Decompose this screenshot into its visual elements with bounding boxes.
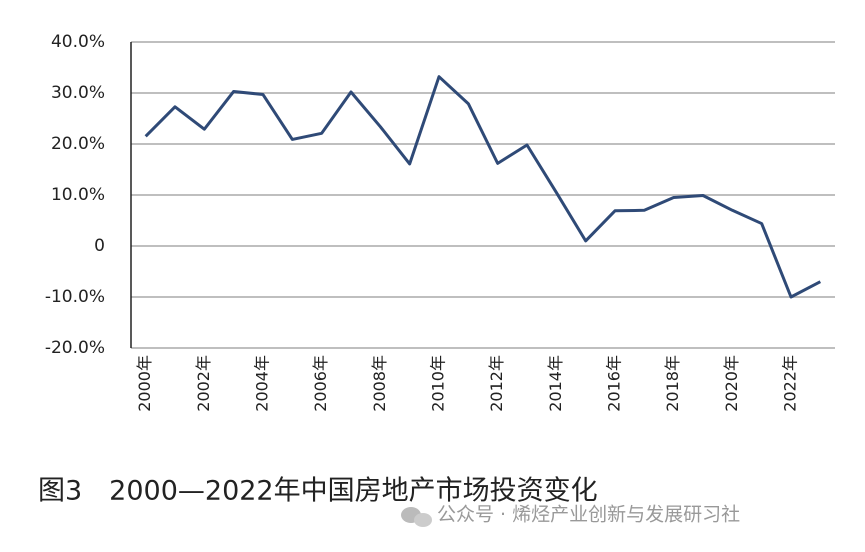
x-tick-label: 2016年 <box>605 355 624 412</box>
x-tick-label: 2018年 <box>663 355 682 412</box>
watermark: 公众号 · 烯烃产业创新与发展研习社 <box>437 504 740 526</box>
x-tick-label: 2020年 <box>722 355 741 412</box>
y-tick-label: -20.0% <box>45 338 105 358</box>
y-tick-label: 10.0% <box>51 185 105 205</box>
x-tick-label: 2010年 <box>429 355 448 412</box>
x-tick-label: 2002年 <box>194 355 213 412</box>
x-tick-label: 2006年 <box>311 355 330 412</box>
x-tick-label: 2004年 <box>253 355 272 412</box>
x-tick-label: 2000年 <box>135 355 154 412</box>
y-tick-label: 40.0% <box>51 32 105 52</box>
data-line <box>144 75 822 299</box>
x-tick-label: 2014年 <box>546 355 565 412</box>
watermark-icon <box>401 507 432 527</box>
y-tick-label: 20.0% <box>51 134 105 154</box>
y-tick-label: -10.0% <box>45 287 105 307</box>
x-tick-label: 2008年 <box>370 355 389 412</box>
x-tick-label: 2012年 <box>487 355 506 412</box>
y-tick-label: 30.0% <box>51 83 105 103</box>
chart-title: 图3 2000—2022年中国房地产市场投资变化 <box>38 476 598 507</box>
x-tick-label: 2022年 <box>781 355 800 412</box>
y-tick-label: 0 <box>94 236 105 256</box>
